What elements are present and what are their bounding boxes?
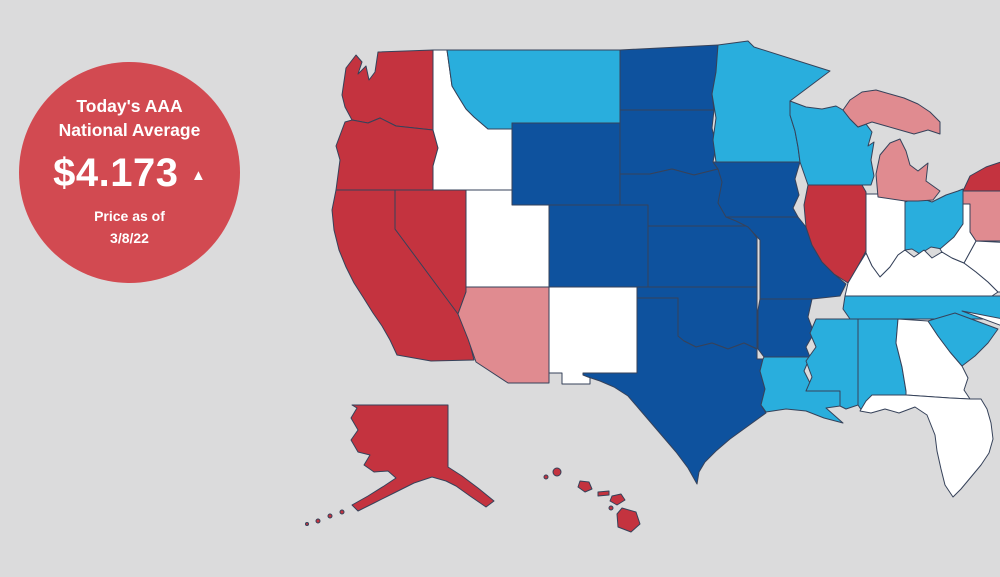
aleutian-island[interactable] bbox=[305, 522, 309, 526]
hawaii-island-molokai[interactable] bbox=[597, 490, 610, 497]
state-north-carolina[interactable] bbox=[961, 295, 1000, 331]
hawaii-island-oahu[interactable] bbox=[577, 480, 593, 493]
hawaii-island-maui[interactable] bbox=[609, 493, 626, 506]
state-south-dakota[interactable] bbox=[619, 109, 719, 176]
state-florida[interactable] bbox=[859, 394, 994, 498]
badge-price-row: $4.173 ▲ bbox=[19, 151, 240, 196]
state-iowa[interactable] bbox=[712, 161, 801, 218]
national-average-badge: Today's AAA National Average $4.173 ▲ Pr… bbox=[19, 62, 240, 283]
hawaii-island-kauai[interactable] bbox=[552, 467, 562, 477]
state-utah[interactable] bbox=[465, 189, 550, 288]
state-alaska[interactable] bbox=[350, 404, 495, 512]
state-illinois[interactable] bbox=[803, 184, 867, 284]
state-colorado[interactable] bbox=[548, 204, 649, 288]
aleutian-island[interactable] bbox=[315, 518, 321, 524]
state-arizona[interactable] bbox=[457, 286, 550, 384]
badge-title-line2: National Average bbox=[58, 119, 201, 140]
badge-note: Price as of 3/8/22 bbox=[19, 206, 240, 249]
badge-note-line2: 3/8/22 bbox=[110, 229, 149, 246]
badge-note-line1: Price as of bbox=[94, 208, 165, 225]
hawaii-island-big-island[interactable] bbox=[616, 507, 641, 533]
state-texas[interactable] bbox=[582, 297, 767, 485]
badge-title-line1: Today's AAA bbox=[76, 96, 183, 116]
aleutian-island[interactable] bbox=[339, 509, 345, 515]
aleutian-island[interactable] bbox=[327, 513, 333, 519]
hawaii-island-kahoolawe[interactable] bbox=[608, 505, 614, 511]
state-north-dakota[interactable] bbox=[619, 44, 719, 111]
state-south-carolina[interactable] bbox=[927, 312, 999, 367]
state-louisiana[interactable] bbox=[759, 356, 844, 424]
state-pennsylvania[interactable] bbox=[962, 190, 1000, 242]
price-up-triangle-icon: ▲ bbox=[190, 167, 206, 185]
hawaii-island-niihau[interactable] bbox=[543, 474, 549, 480]
states-layer bbox=[305, 40, 1000, 533]
state-tennessee[interactable] bbox=[842, 295, 1000, 320]
state-new-mexico[interactable] bbox=[548, 286, 638, 385]
state-oregon[interactable] bbox=[335, 117, 439, 191]
state-washington[interactable] bbox=[341, 49, 434, 131]
state-wyoming[interactable] bbox=[511, 122, 621, 206]
state-michigan-lower[interactable] bbox=[875, 138, 941, 202]
national-average-price: $4.173 bbox=[53, 151, 179, 196]
state-michigan-upper[interactable] bbox=[842, 89, 941, 135]
state-new-york[interactable] bbox=[962, 159, 1000, 192]
state-kansas[interactable] bbox=[647, 225, 758, 288]
state-arkansas[interactable] bbox=[757, 298, 815, 358]
